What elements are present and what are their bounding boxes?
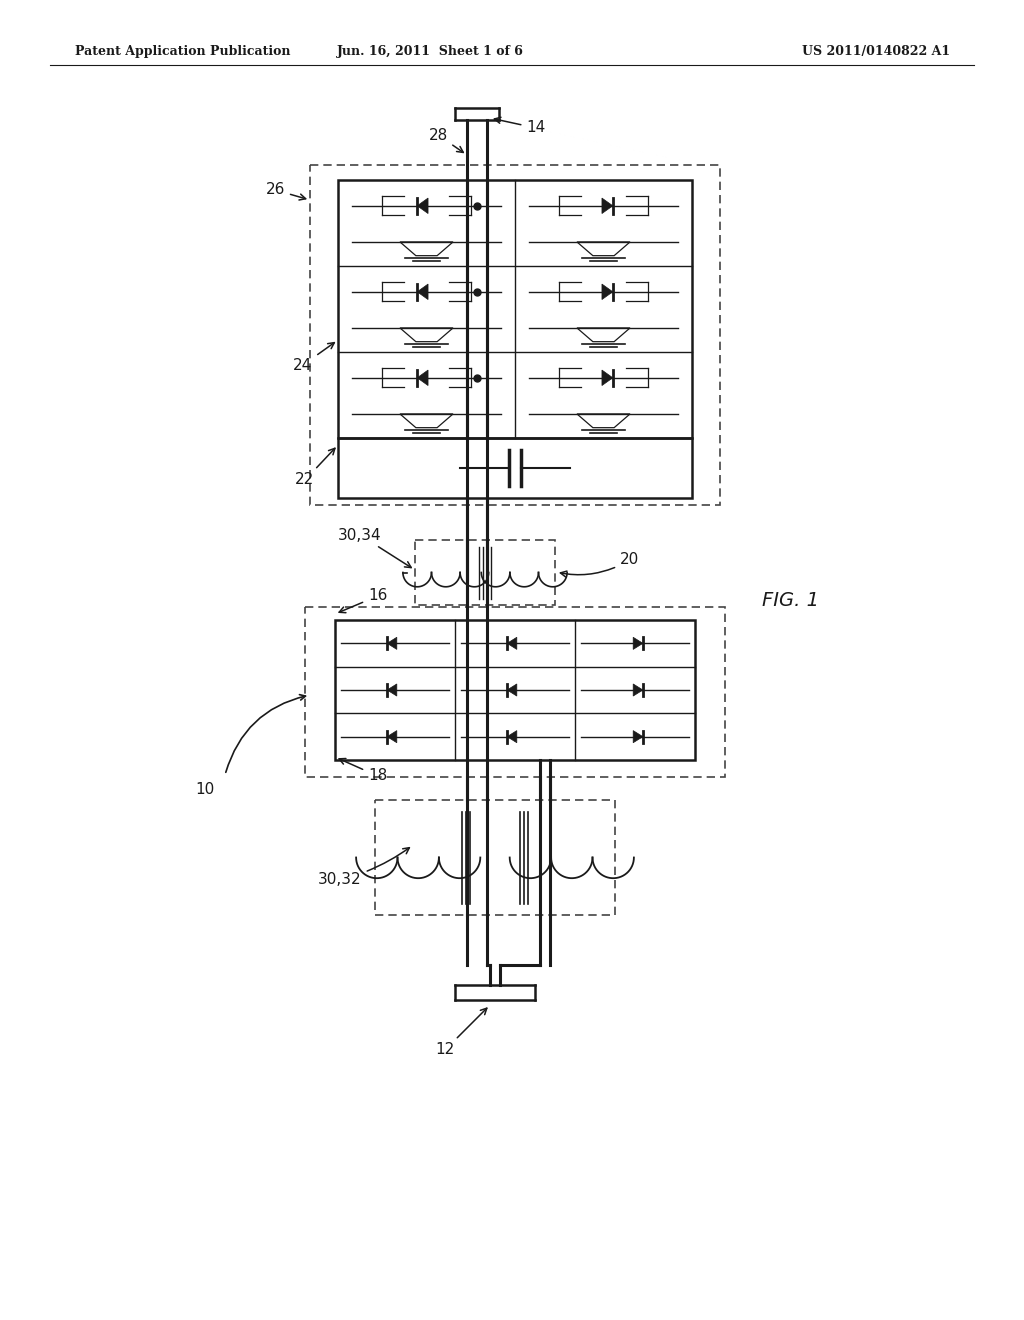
Polygon shape xyxy=(417,370,428,385)
Text: 30,34: 30,34 xyxy=(338,528,412,568)
Bar xyxy=(338,180,692,438)
Bar xyxy=(415,540,555,605)
Polygon shape xyxy=(417,198,428,214)
Polygon shape xyxy=(602,284,612,300)
Polygon shape xyxy=(400,414,453,428)
Text: 12: 12 xyxy=(435,1008,486,1057)
Text: 22: 22 xyxy=(295,449,335,487)
Polygon shape xyxy=(387,730,397,743)
Text: 14: 14 xyxy=(495,117,546,136)
Polygon shape xyxy=(387,638,397,649)
Polygon shape xyxy=(400,327,453,342)
Polygon shape xyxy=(577,242,630,256)
Text: 18: 18 xyxy=(339,759,387,784)
Text: Jun. 16, 2011  Sheet 1 of 6: Jun. 16, 2011 Sheet 1 of 6 xyxy=(337,45,523,58)
Text: 30,32: 30,32 xyxy=(318,847,410,887)
Polygon shape xyxy=(507,684,517,696)
Polygon shape xyxy=(633,730,643,743)
Polygon shape xyxy=(507,638,517,649)
Text: FIG. 1: FIG. 1 xyxy=(762,590,818,610)
Text: 28: 28 xyxy=(428,128,463,152)
Bar xyxy=(338,438,692,498)
Text: Patent Application Publication: Patent Application Publication xyxy=(75,45,291,58)
Polygon shape xyxy=(602,370,612,385)
Polygon shape xyxy=(400,242,453,256)
Text: 26: 26 xyxy=(265,182,306,201)
Polygon shape xyxy=(417,284,428,300)
Text: 20: 20 xyxy=(560,553,639,577)
Polygon shape xyxy=(387,684,397,696)
Bar xyxy=(310,165,720,506)
Text: 16: 16 xyxy=(339,589,387,612)
Polygon shape xyxy=(507,730,517,743)
Polygon shape xyxy=(633,638,643,649)
Text: US 2011/0140822 A1: US 2011/0140822 A1 xyxy=(802,45,950,58)
Polygon shape xyxy=(633,684,643,696)
Polygon shape xyxy=(602,198,612,214)
Bar xyxy=(335,620,695,760)
Polygon shape xyxy=(577,414,630,428)
Bar xyxy=(305,607,725,777)
Polygon shape xyxy=(577,327,630,342)
Bar xyxy=(375,800,615,915)
Text: 24: 24 xyxy=(293,343,335,372)
Text: 10: 10 xyxy=(196,783,215,797)
